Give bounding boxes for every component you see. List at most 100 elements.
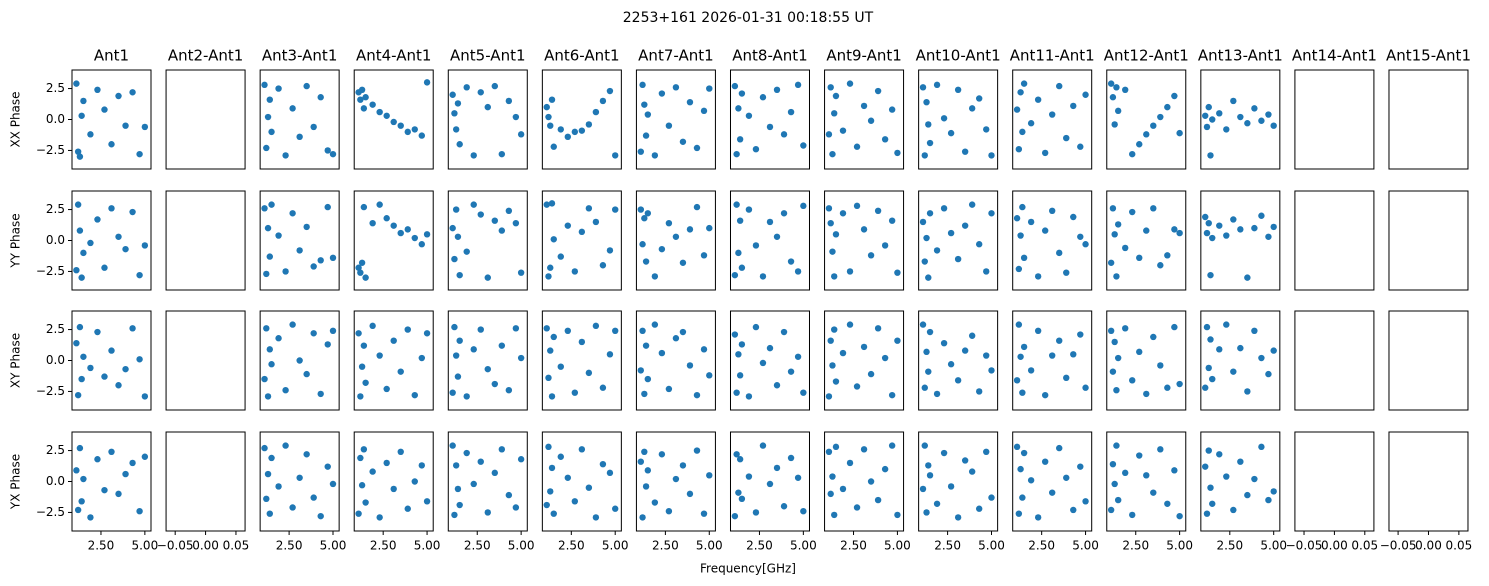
point	[463, 393, 470, 400]
point	[988, 494, 995, 501]
point	[639, 327, 646, 334]
point	[839, 210, 847, 217]
point	[477, 458, 484, 465]
point	[831, 326, 838, 333]
panel-title: Ant6-Ant1	[544, 47, 619, 65]
point	[599, 262, 607, 269]
point	[606, 469, 614, 477]
point	[940, 205, 948, 212]
point	[357, 393, 364, 400]
point	[1019, 128, 1026, 136]
axes-frame	[541, 310, 622, 411]
point	[310, 123, 317, 131]
point	[642, 132, 650, 139]
point	[599, 460, 607, 468]
x-tick-label: 5.00	[884, 539, 911, 553]
point	[686, 98, 694, 106]
x-tick-label: 2.50	[370, 539, 397, 553]
point	[738, 341, 746, 348]
point	[449, 91, 456, 98]
point	[658, 349, 666, 357]
point	[752, 509, 760, 516]
point	[1237, 458, 1244, 465]
point	[1109, 94, 1117, 101]
point	[672, 84, 680, 91]
axes-frame	[1294, 310, 1375, 411]
point	[550, 236, 557, 243]
point	[1063, 269, 1070, 276]
point	[1082, 498, 1089, 505]
point	[940, 339, 948, 347]
point	[263, 325, 270, 332]
point	[1049, 207, 1056, 214]
y-tick-label: 2.5	[46, 81, 65, 95]
point	[369, 322, 376, 330]
point	[1270, 223, 1277, 231]
point	[926, 472, 934, 479]
point	[644, 467, 652, 474]
point	[1109, 205, 1117, 212]
point	[76, 227, 84, 234]
point	[355, 510, 362, 517]
point	[303, 370, 310, 378]
point	[423, 498, 431, 505]
point	[451, 110, 458, 117]
point	[383, 385, 390, 393]
point	[839, 127, 847, 134]
point	[512, 325, 520, 332]
axes-frame	[1106, 190, 1187, 291]
point	[651, 273, 659, 280]
point	[1027, 218, 1035, 226]
point	[1205, 103, 1212, 111]
point	[1111, 121, 1118, 128]
point	[411, 126, 418, 133]
point	[122, 245, 129, 253]
point	[263, 144, 270, 152]
point	[324, 463, 331, 470]
point	[599, 384, 607, 391]
point	[1244, 388, 1251, 395]
x-tick-label: 2.50	[840, 539, 867, 553]
point	[947, 483, 955, 490]
point	[78, 112, 85, 119]
point	[78, 498, 85, 505]
point	[1041, 458, 1049, 465]
point	[988, 367, 995, 374]
point	[376, 201, 383, 208]
point	[766, 480, 774, 488]
point	[745, 393, 753, 400]
point	[418, 241, 425, 248]
point	[263, 270, 270, 278]
axes-frame	[165, 69, 246, 170]
point	[1244, 491, 1251, 499]
point	[787, 258, 795, 265]
point	[1027, 367, 1035, 374]
point	[545, 443, 552, 451]
point	[1203, 510, 1211, 517]
axes-frame	[918, 69, 999, 170]
point	[700, 252, 708, 259]
point	[921, 442, 928, 449]
x-tick-label: 5.00	[978, 539, 1005, 553]
point	[888, 391, 896, 399]
point	[289, 210, 296, 217]
point	[550, 333, 557, 341]
point	[827, 84, 834, 91]
point	[360, 446, 368, 453]
axes-frame	[635, 69, 716, 170]
point	[665, 122, 673, 129]
point	[512, 504, 520, 511]
point	[800, 508, 807, 515]
point	[578, 228, 586, 236]
point	[122, 365, 129, 373]
point	[1251, 105, 1258, 112]
point	[1049, 111, 1056, 118]
point	[644, 375, 652, 383]
point	[825, 448, 833, 455]
point	[87, 514, 94, 521]
point	[888, 106, 896, 113]
axes-frame	[447, 431, 528, 532]
point	[571, 268, 579, 275]
point	[919, 218, 927, 226]
